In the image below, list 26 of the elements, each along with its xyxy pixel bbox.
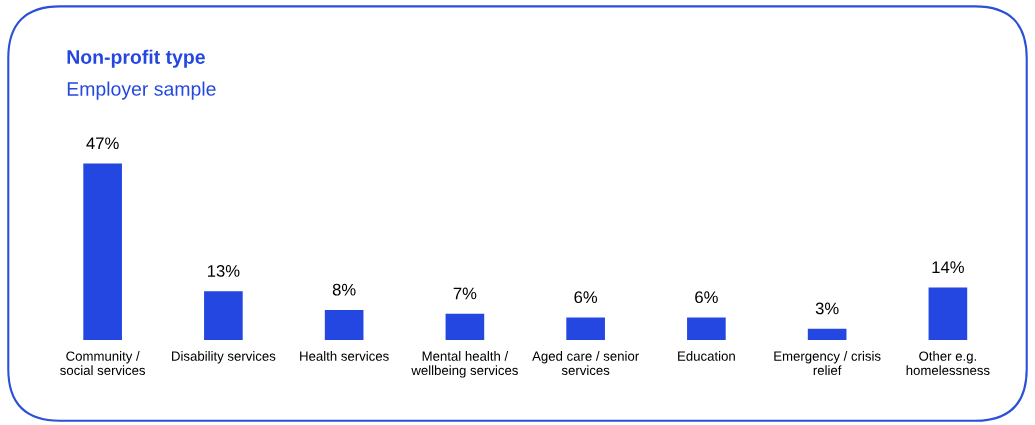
data-label: 6% (574, 291, 598, 304)
data-label: 14% (932, 261, 964, 273)
chart-subtitle: Employer sample (67, 81, 216, 100)
x-tick-label: Emergency / crisis relief (774, 351, 881, 376)
data-label: 13% (207, 264, 240, 277)
x-tick-label: Education (678, 351, 735, 361)
data-label: 6% (695, 291, 718, 304)
x-tick-label: Mental health / wellbeing services (411, 351, 518, 378)
bar (324, 309, 364, 340)
chart-title: Non-profit type (67, 49, 205, 68)
x-tick-label: Community / social services (60, 351, 146, 376)
data-label: 47% (86, 137, 119, 150)
x-tick-label: Disability services (172, 351, 276, 364)
bar (204, 291, 243, 340)
bar (83, 163, 122, 340)
bar (445, 313, 485, 340)
bar (928, 287, 968, 340)
x-tick-label: Aged care / senior services (532, 351, 639, 376)
bar (687, 317, 726, 340)
bar (807, 328, 847, 340)
x-tick-label: Other e.g. homelessness (906, 351, 990, 376)
x-tick-label: Health services (300, 351, 389, 361)
data-label: 7% (453, 287, 477, 300)
data-label: 3% (815, 302, 839, 315)
bar (566, 317, 605, 340)
data-label: 8% (332, 283, 356, 296)
